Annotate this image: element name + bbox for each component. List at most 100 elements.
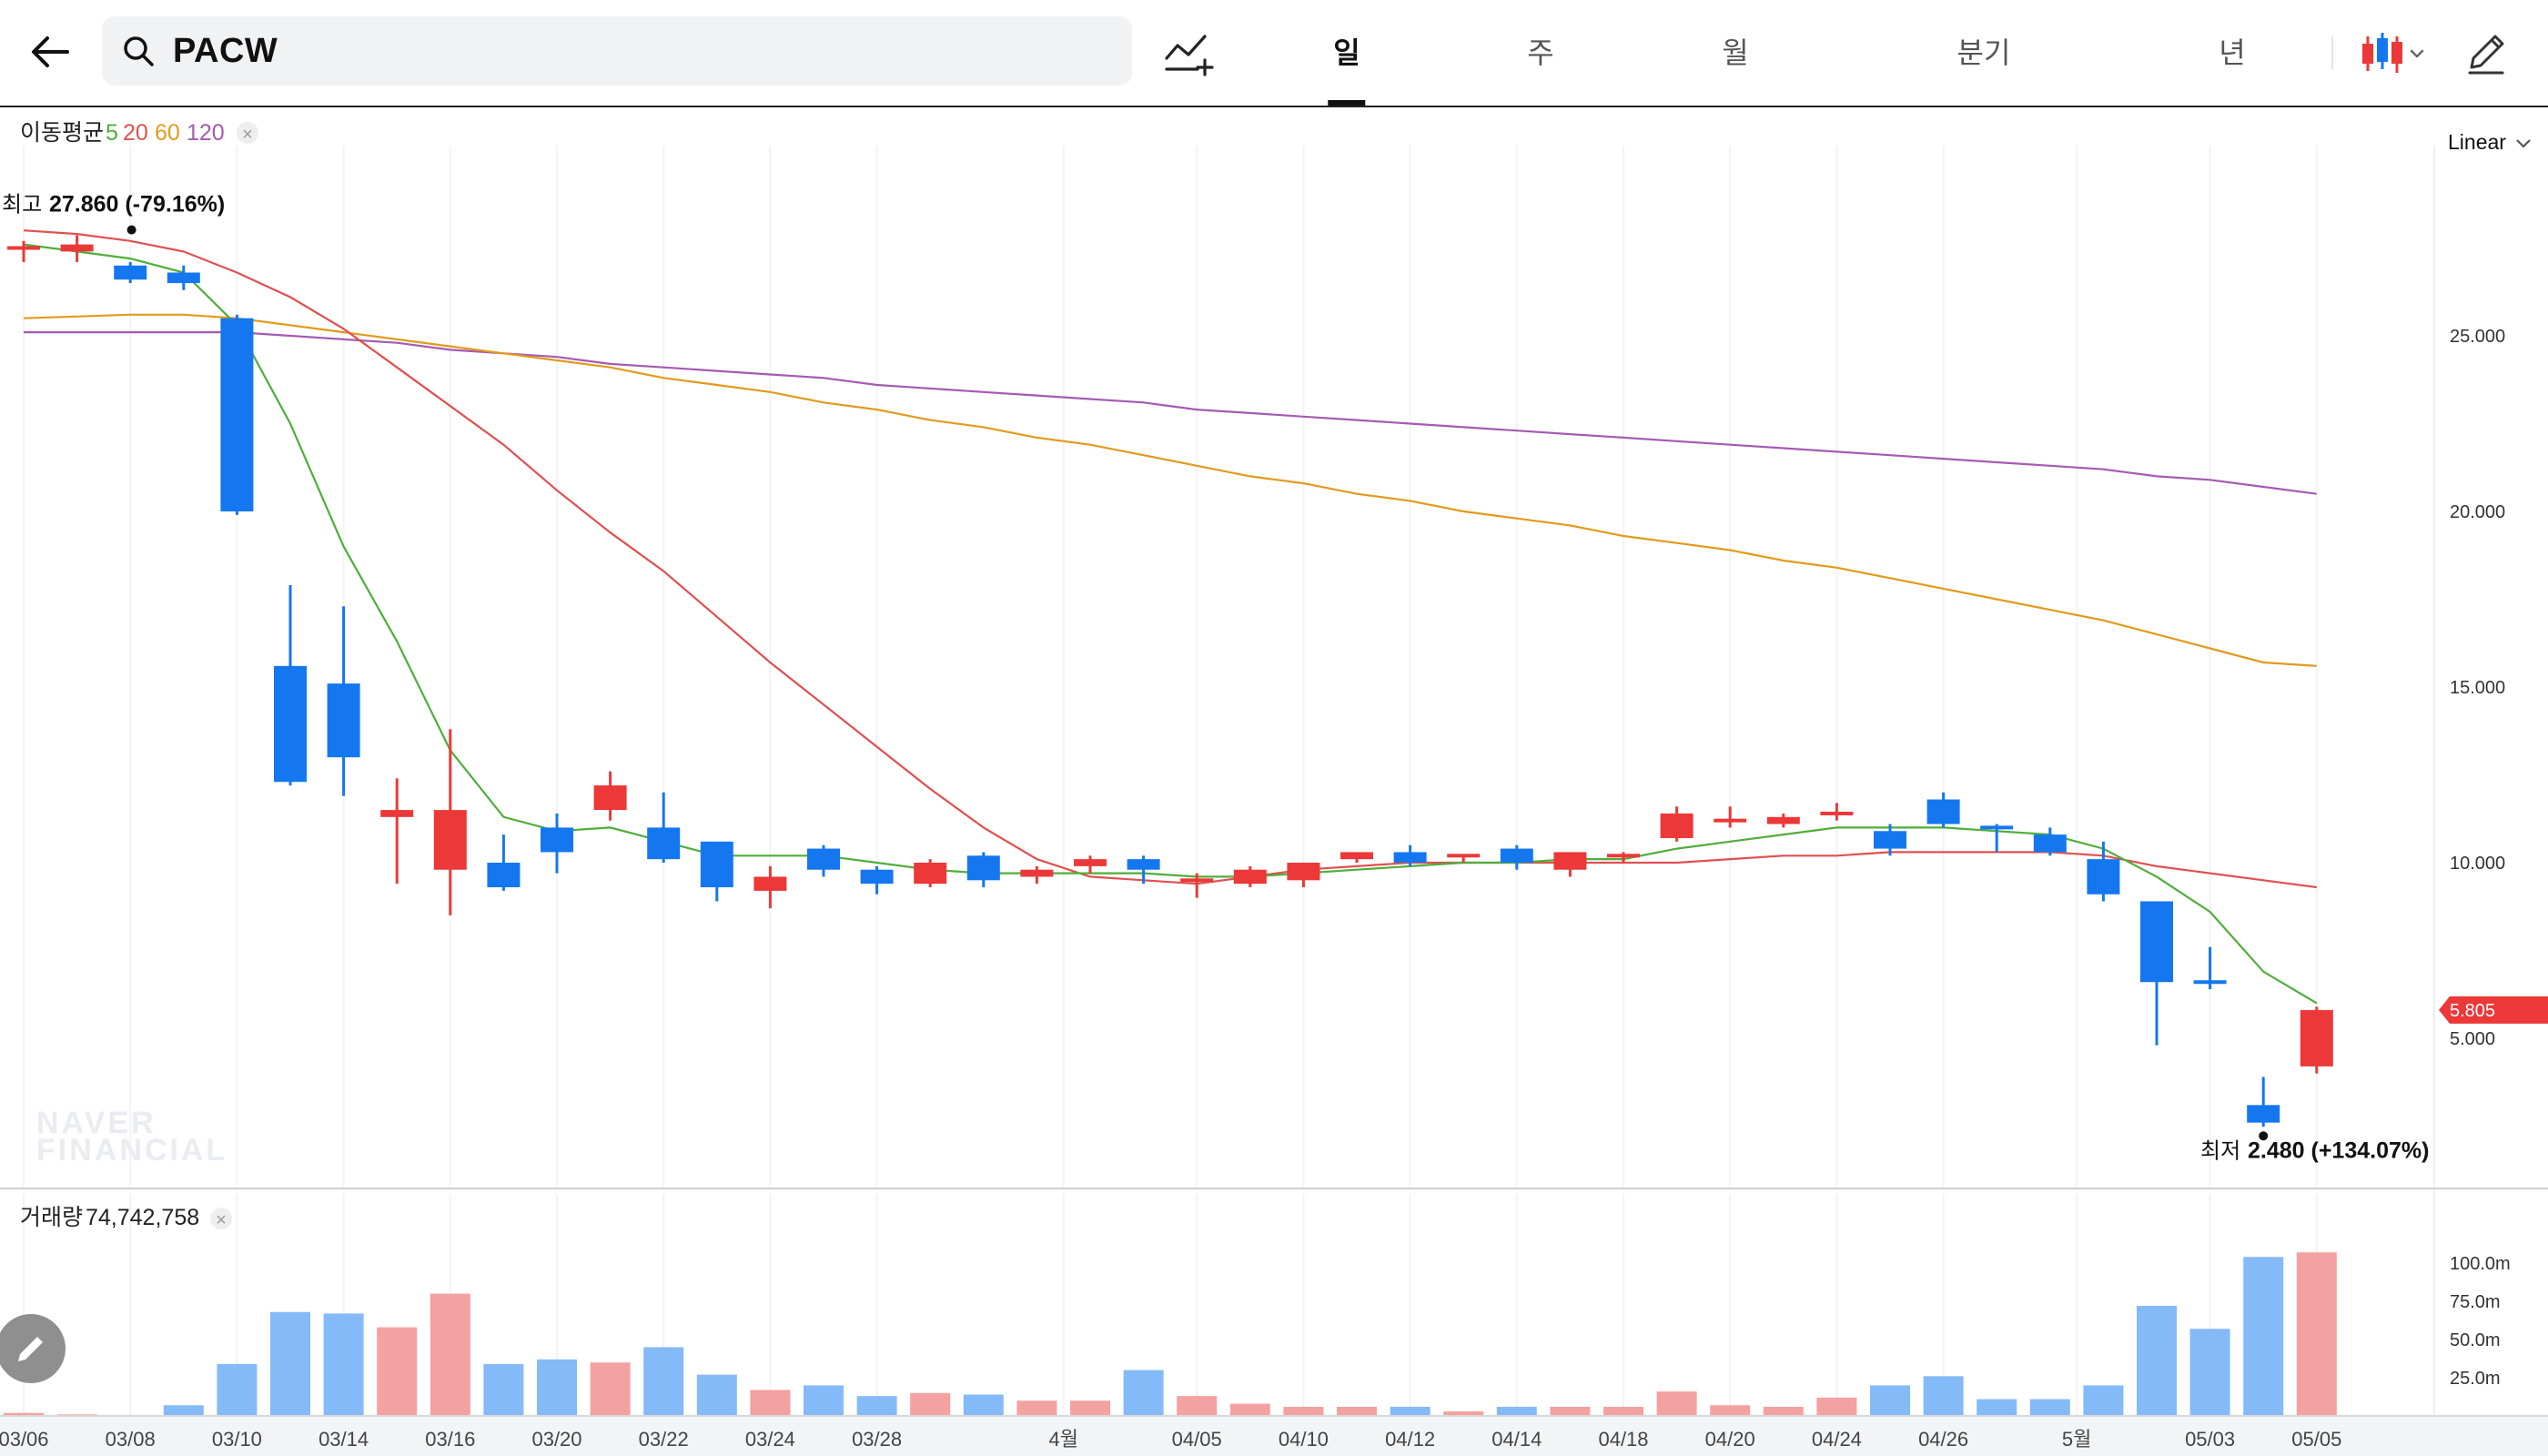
date-tick-label: 04/05 [1172, 1428, 1222, 1451]
x-axis-band [0, 1416, 2548, 1456]
candle-body [1287, 863, 1320, 881]
tab-week[interactable]: 주 [1527, 36, 1554, 69]
volume-bars [4, 1252, 2337, 1416]
candle [1820, 803, 1854, 821]
candle-body [7, 246, 40, 250]
candle [1233, 865, 1267, 888]
volume-bar [2029, 1399, 2070, 1416]
date-tick-label: 04/26 [1918, 1428, 1968, 1451]
candle [1926, 792, 1960, 828]
current-price-label: 5.805 [2439, 996, 2548, 1024]
ma5-line [23, 243, 2318, 1005]
candle [1874, 824, 1906, 856]
draw-fab-button[interactable] [0, 1314, 66, 1383]
volume-bar [1923, 1376, 1964, 1416]
chart-grid [23, 146, 2435, 1416]
ma5-label: 5 [106, 120, 118, 146]
back-button[interactable] [20, 22, 80, 82]
candle [487, 834, 521, 891]
tab-day[interactable]: 일 [1328, 27, 1367, 106]
date-tick-label: 04/10 [1279, 1428, 1329, 1451]
candle [2247, 1077, 2280, 1127]
candle-body [753, 876, 787, 891]
search-query: PACW [173, 32, 278, 70]
volume-bar [1496, 1406, 1537, 1416]
volume-bar [4, 1412, 44, 1416]
candle-body [433, 810, 467, 870]
ma60-line [23, 313, 2317, 667]
volume-bar [2137, 1306, 2177, 1416]
candle-body [1233, 869, 1267, 885]
candle [753, 865, 787, 909]
candle-body [860, 869, 894, 885]
candle [380, 778, 414, 885]
candle [1500, 844, 1533, 870]
candle [2033, 827, 2067, 856]
search-input[interactable]: PACW [102, 16, 1132, 86]
candle-body [2140, 901, 2173, 983]
candle [807, 844, 840, 877]
scale-mode-dropdown[interactable]: Linear [2448, 130, 2531, 154]
date-tick-label: 5월 [2062, 1428, 2091, 1451]
stock-chart[interactable]: NAVER FINANCIAL 이동평균 5 20 60 120 × Linea… [0, 107, 2548, 1456]
volume-bar [643, 1347, 684, 1416]
volume-bar [483, 1363, 524, 1416]
tab-month[interactable]: 월 [1722, 36, 1749, 69]
candle-body [220, 318, 254, 511]
candle [647, 792, 681, 863]
current-price-text: 5.805 [2450, 1001, 2495, 1021]
search-icon [124, 36, 154, 66]
volume-bar [430, 1293, 470, 1416]
volume-bar [2189, 1329, 2230, 1416]
date-tick-label: 4월 [1048, 1428, 1077, 1451]
candle-body [1180, 878, 1214, 883]
watermark-line-1: NAVER [36, 1106, 157, 1140]
chart-background [0, 107, 2548, 1456]
candle-body [700, 841, 733, 888]
candle [1074, 855, 1107, 874]
candlestick-type-icon[interactable] [2355, 27, 2428, 78]
candle-body [2247, 1105, 2280, 1123]
volume-close-button[interactable]: × [210, 1208, 232, 1230]
candle-body [1074, 859, 1107, 866]
volume-bar [537, 1359, 577, 1416]
volume-value: 74,742,758 [86, 1205, 199, 1230]
candle-body [1714, 818, 1747, 823]
pencil-icon[interactable] [2461, 27, 2512, 78]
watermark-line-2: FINANCIAL [36, 1133, 228, 1168]
volume-bar [750, 1390, 791, 1416]
candle [593, 771, 627, 821]
volume-bar [2243, 1257, 2284, 1416]
tab-year[interactable]: 년 [2219, 36, 2246, 69]
low-marker-dot [2259, 1131, 2269, 1141]
indicator-close-button[interactable]: × [237, 122, 258, 145]
date-tick-label: 05/03 [2185, 1428, 2235, 1451]
candle-body [1980, 825, 2014, 830]
volume-bar [2296, 1252, 2337, 1416]
candle [2193, 946, 2227, 989]
chevron-down-icon [2516, 139, 2531, 148]
tab-quarter[interactable]: 분기 [1956, 36, 2011, 69]
high-marker-label: 최고 [2, 193, 42, 217]
volume-bar [590, 1362, 631, 1416]
candle [433, 729, 467, 915]
drawing-tool-icon[interactable] [1163, 27, 1214, 78]
volume-bar [1337, 1406, 1377, 1416]
candle [1766, 813, 1800, 828]
ma120-line [24, 331, 2317, 495]
volume-bar [270, 1311, 310, 1416]
candle-body [327, 683, 360, 758]
candle-body [1660, 813, 1694, 838]
candle [60, 235, 94, 262]
date-tick-label: 04/14 [1491, 1428, 1542, 1451]
volume-bar [1390, 1406, 1431, 1416]
candle-body [593, 785, 627, 811]
candle-body [914, 863, 947, 885]
date-tick-label: 03/06 [0, 1428, 49, 1451]
volume-tick-label: 100.0m [2450, 1254, 2511, 1274]
volume-bar [1763, 1406, 1804, 1416]
date-axis: 03/06 03/08 03/10 03/14 03/16 03/20 03/22 03/24… [0, 1428, 2341, 1451]
candle-body [2087, 859, 2120, 895]
candle [220, 314, 254, 515]
candle [2140, 901, 2173, 1046]
